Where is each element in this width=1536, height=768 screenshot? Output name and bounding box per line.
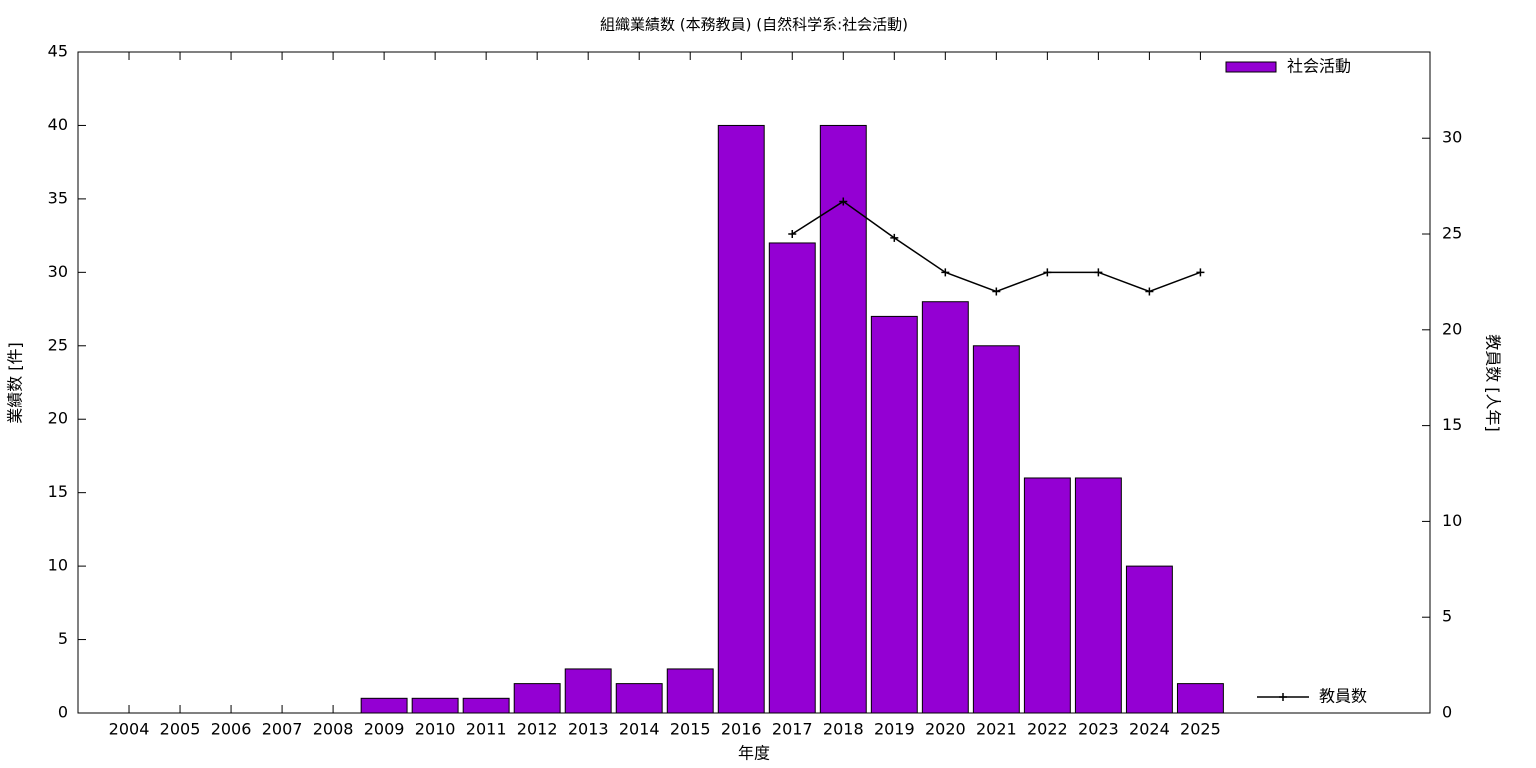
legend-label: 教員数 [1319, 687, 1367, 706]
x-tick-label: 2007 [262, 720, 303, 739]
y-tick-label: 40 [48, 115, 68, 134]
y-tick-label: 5 [58, 629, 68, 648]
y-tick-label: 0 [58, 703, 68, 722]
y-tick-label: 25 [48, 335, 68, 354]
x-tick-label: 2012 [517, 720, 558, 739]
point [1196, 268, 1205, 277]
bar [564, 668, 612, 714]
y2-tick-label: 0 [1442, 703, 1452, 722]
point [890, 233, 899, 242]
point [1094, 268, 1103, 277]
x-tick-label: 2020 [925, 720, 966, 739]
bar [1074, 477, 1122, 714]
x-tick-label: 2015 [670, 720, 711, 739]
bar [768, 242, 816, 714]
point [1043, 268, 1052, 277]
x-tick-label: 2014 [619, 720, 660, 739]
bar [615, 683, 663, 714]
x-tick-label: 2006 [211, 720, 252, 739]
x-tick-label: 2004 [109, 720, 150, 739]
legend-label: 社会活動 [1287, 57, 1351, 76]
y2-tick-label: 5 [1442, 607, 1452, 626]
legend-point [1279, 693, 1287, 701]
bar [717, 124, 765, 714]
y-tick-label: 15 [48, 482, 68, 501]
legend-swatch [1225, 61, 1277, 73]
x-tick-label: 2024 [1129, 720, 1170, 739]
x-tick-label: 2022 [1027, 720, 1068, 739]
bar [666, 668, 714, 714]
bar [1023, 477, 1071, 714]
y2-tick-label: 10 [1442, 511, 1462, 530]
x-tick-label: 2021 [976, 720, 1017, 739]
plot-frame [77, 51, 1431, 714]
x-tick-label: 2008 [313, 720, 354, 739]
bar [819, 124, 867, 714]
x-tick-label: 2019 [874, 720, 915, 739]
point [788, 230, 797, 239]
x-tick-label: 2005 [160, 720, 201, 739]
chart-title: 組織業績数 (本務教員) (自然科学系:社会活動) [600, 16, 908, 34]
x-tick-label: 2013 [568, 720, 609, 739]
y-axis-label: 業績数 [件] [6, 342, 25, 424]
y2-tick-label: 30 [1442, 128, 1462, 147]
x-tick-label: 2025 [1180, 720, 1221, 739]
bar [462, 697, 510, 714]
bar [360, 697, 408, 714]
point [992, 287, 1001, 296]
point [1145, 287, 1154, 296]
y2-tick-label: 25 [1442, 224, 1462, 243]
y2-tick-label: 15 [1442, 415, 1462, 434]
bar [870, 315, 918, 714]
x-axis-label: 年度 [738, 744, 770, 763]
x-tick-label: 2016 [721, 720, 762, 739]
y-tick-label: 20 [48, 409, 68, 428]
bar [1176, 683, 1224, 714]
x-tick-label: 2023 [1078, 720, 1119, 739]
y-tick-label: 30 [48, 262, 68, 281]
x-tick-label: 2018 [823, 720, 864, 739]
y-tick-label: 10 [48, 556, 68, 575]
bar [921, 301, 969, 714]
y2-tick-label: 20 [1442, 319, 1462, 338]
bar [411, 697, 459, 714]
x-tick-label: 2010 [415, 720, 456, 739]
x-tick-label: 2009 [364, 720, 405, 739]
bar [513, 683, 561, 714]
bar [1125, 565, 1173, 714]
y2-axis-label: 教員数 [人年] [1484, 334, 1503, 432]
bar [972, 345, 1020, 714]
x-tick-label: 2011 [466, 720, 507, 739]
y-tick-label: 35 [48, 188, 68, 207]
point [941, 268, 950, 277]
point [839, 197, 848, 206]
y-tick-label: 45 [48, 42, 68, 61]
x-tick-label: 2017 [772, 720, 813, 739]
